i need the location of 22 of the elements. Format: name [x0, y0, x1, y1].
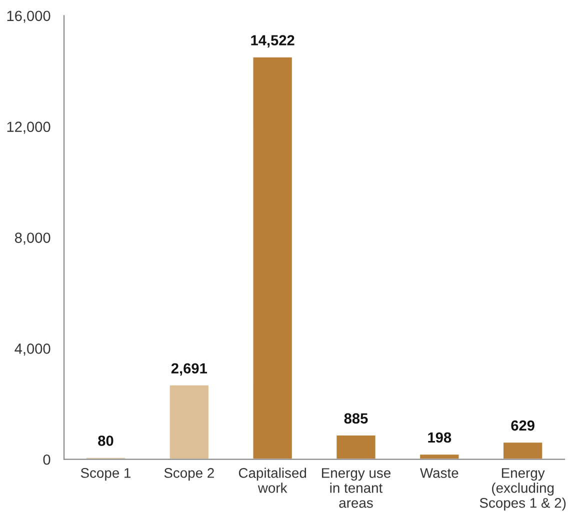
- y-tick-label: 0: [43, 454, 50, 465]
- bar: [168, 384, 210, 460]
- x-tick-label: Capitalised work: [238, 468, 306, 493]
- bar: [335, 434, 377, 460]
- y-tick-label: 8,000: [14, 232, 50, 245]
- x-tick-label: Waste: [420, 468, 458, 478]
- data-label: 198: [428, 432, 452, 443]
- y-tick-label: 16,000: [7, 10, 50, 23]
- data-label: 629: [511, 420, 534, 431]
- data-label: 14,522: [251, 35, 294, 48]
- bar: [418, 453, 460, 460]
- x-tick-label: Energy (excluding Scopes 1 & 2): [480, 468, 566, 511]
- data-label: 2,691: [171, 363, 207, 376]
- y-tick-label: 12,000: [7, 122, 50, 134]
- x-tick-label: Scope 2: [164, 468, 214, 481]
- x-tick-label: Scope 1: [80, 468, 131, 481]
- data-label: 885: [344, 413, 368, 424]
- x-tick-label: Energy use in tenant areas: [322, 468, 391, 508]
- data-label: 80: [98, 436, 114, 446]
- bar: [252, 56, 294, 460]
- bar: [502, 441, 544, 460]
- y-tick-label: 4,000: [14, 344, 50, 356]
